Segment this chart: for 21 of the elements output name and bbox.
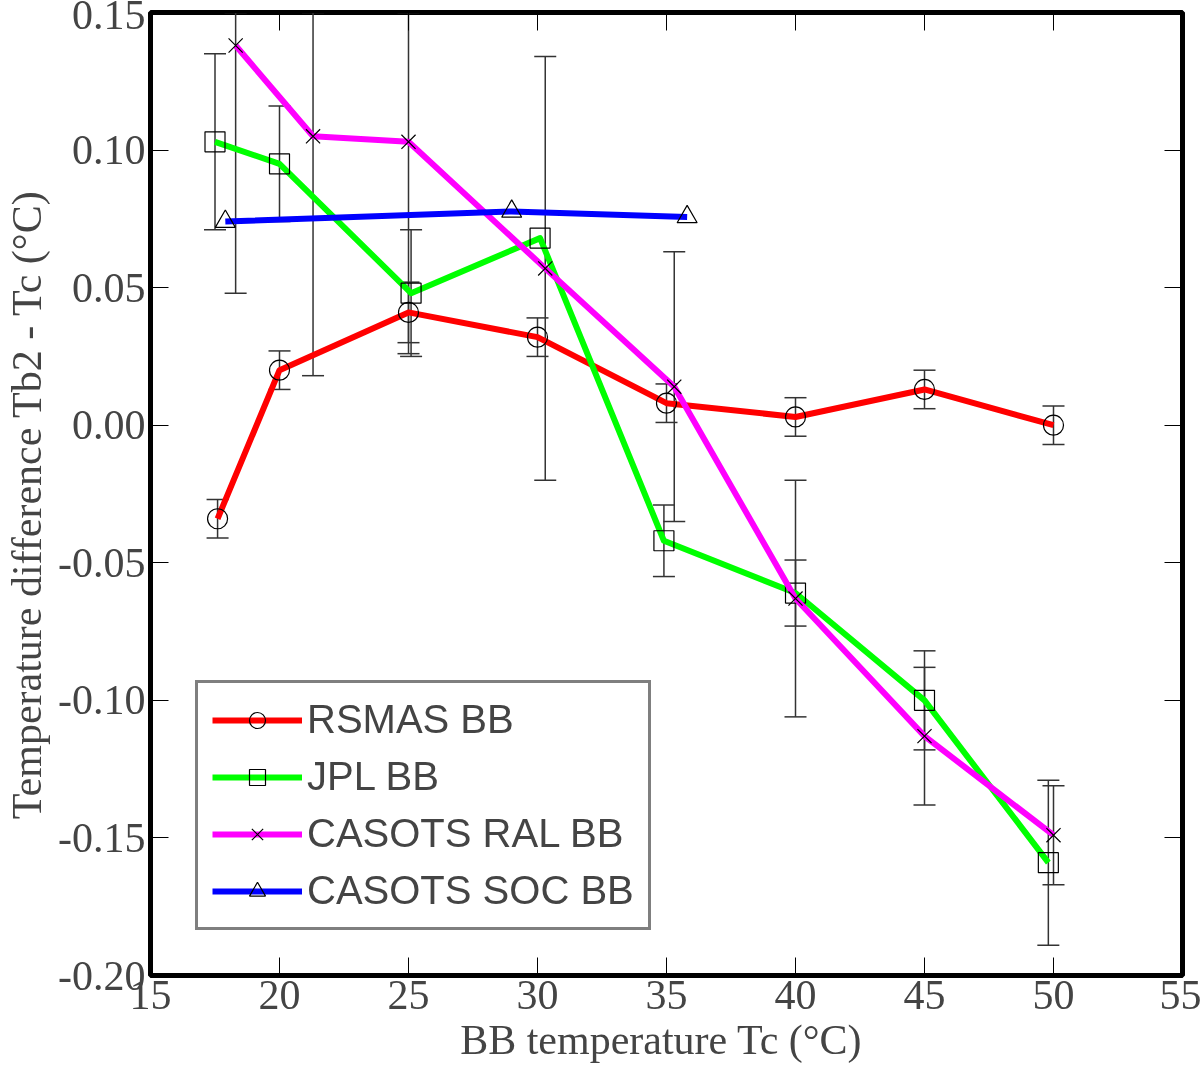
x-tick-label: 40: [774, 971, 817, 1018]
y-axis-title: Temperature difference Tb2 - Tc (°C): [4, 191, 52, 820]
x-tick-label: 50: [1032, 971, 1075, 1018]
legend-label: RSMAS BB: [307, 697, 514, 742]
x-tick-label: 45: [903, 971, 946, 1018]
x-tick-label: 25: [387, 971, 430, 1018]
legend-label: CASOTS RAL BB: [307, 811, 624, 856]
y-tick-label: -0.05: [58, 539, 146, 586]
x-tick-label: 30: [516, 971, 559, 1018]
x-tick-label: 35: [645, 971, 688, 1018]
y-tick-label: 0.05: [72, 264, 146, 311]
legend-label: JPL BB: [307, 754, 439, 799]
x-axis-title: BB temperature Tc (°C): [460, 1016, 862, 1064]
x-tick-label: 55: [1159, 971, 1201, 1018]
x-tick-label: 20: [258, 971, 301, 1018]
y-tick-label: -0.10: [58, 677, 146, 724]
y-tick-label: 0.10: [72, 127, 146, 174]
y-tick-label: 0.15: [72, 0, 146, 38]
y-tick-label: 0.00: [72, 402, 146, 449]
legend-label: CASOTS SOC BB: [307, 868, 634, 913]
y-tick-label: -0.15: [58, 814, 146, 861]
